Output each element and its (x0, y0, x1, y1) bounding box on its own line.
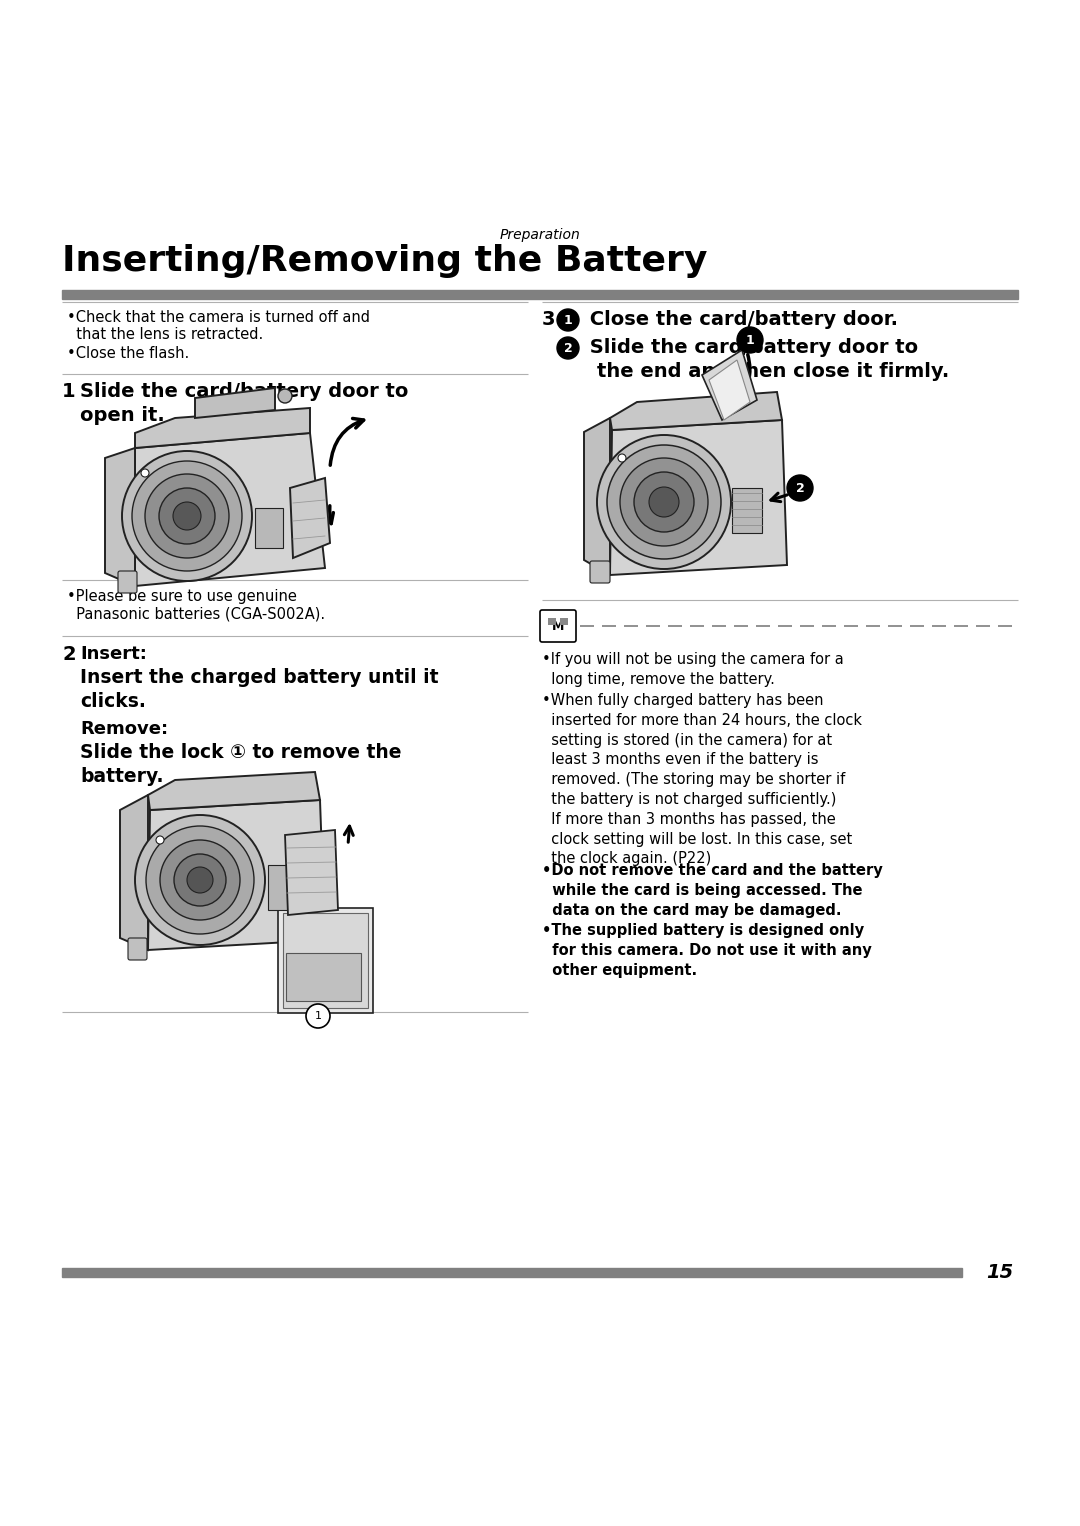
Text: Slide the card/battery door to: Slide the card/battery door to (583, 337, 918, 357)
Circle shape (141, 468, 149, 478)
Text: •Do not remove the card and the battery
  while the card is being accessed. The
: •Do not remove the card and the battery … (542, 864, 882, 919)
Polygon shape (610, 392, 782, 430)
Bar (283, 913, 368, 1009)
Text: the end and then close it firmly.: the end and then close it firmly. (597, 362, 949, 382)
FancyBboxPatch shape (118, 571, 137, 594)
Circle shape (174, 855, 226, 906)
FancyBboxPatch shape (540, 610, 576, 642)
Text: •Please be sure to use genuine
  Panasonic batteries (CGA-S002A).: •Please be sure to use genuine Panasonic… (67, 589, 325, 621)
Text: •Close the flash.: •Close the flash. (67, 346, 189, 362)
Circle shape (597, 435, 731, 569)
Polygon shape (105, 449, 135, 586)
Bar (286, 954, 361, 1001)
Polygon shape (135, 407, 310, 449)
Text: Insert:: Insert: (80, 645, 147, 662)
Text: Preparation: Preparation (500, 227, 580, 243)
Circle shape (634, 472, 694, 533)
Text: open it.: open it. (80, 406, 165, 426)
Text: 3: 3 (542, 310, 555, 330)
Polygon shape (610, 420, 787, 575)
Circle shape (145, 475, 229, 559)
Text: Slide the card/battery door to: Slide the card/battery door to (80, 382, 408, 401)
Polygon shape (285, 830, 338, 916)
Circle shape (135, 815, 265, 945)
Polygon shape (135, 433, 325, 586)
Circle shape (159, 488, 215, 543)
Circle shape (132, 461, 242, 571)
Circle shape (187, 867, 213, 893)
Polygon shape (291, 478, 330, 559)
Circle shape (787, 475, 813, 501)
Text: 2: 2 (564, 342, 572, 354)
Text: clicks.: clicks. (80, 691, 146, 711)
Circle shape (737, 327, 762, 353)
Polygon shape (708, 360, 750, 420)
Bar (548, 618, 556, 626)
Circle shape (160, 839, 240, 920)
Polygon shape (148, 800, 325, 951)
Text: •When fully charged battery has been
  inserted for more than 24 hours, the cloc: •When fully charged battery has been ins… (542, 693, 862, 867)
Text: 1: 1 (314, 1012, 322, 1021)
Text: M: M (552, 620, 564, 632)
Bar (255, 508, 283, 548)
Bar (62, 290, 1018, 299)
Circle shape (173, 502, 201, 530)
Circle shape (122, 452, 252, 581)
Text: Remove:: Remove: (80, 720, 168, 739)
Circle shape (156, 836, 164, 844)
Text: 2: 2 (62, 645, 76, 664)
Text: •The supplied battery is designed only
  for this camera. Do not use it with any: •The supplied battery is designed only f… (542, 923, 872, 978)
FancyBboxPatch shape (129, 938, 147, 960)
Circle shape (607, 446, 721, 559)
Polygon shape (120, 795, 148, 951)
Text: Close the card/battery door.: Close the card/battery door. (583, 310, 897, 330)
Polygon shape (195, 388, 275, 418)
Polygon shape (584, 418, 610, 575)
Text: 1: 1 (62, 382, 76, 401)
Text: •If you will not be using the camera for a
  long time, remove the battery.: •If you will not be using the camera for… (542, 652, 843, 687)
Bar (732, 488, 762, 533)
Bar (278, 908, 373, 1013)
Bar (561, 618, 568, 626)
Circle shape (557, 337, 579, 359)
Text: •Check that the camera is turned off and
  that the lens is retracted.: •Check that the camera is turned off and… (67, 310, 370, 342)
Text: Slide the lock ① to remove the: Slide the lock ① to remove the (80, 743, 402, 761)
Text: 15: 15 (986, 1262, 1013, 1282)
Polygon shape (148, 772, 320, 810)
Text: 2: 2 (796, 482, 805, 494)
Polygon shape (702, 349, 757, 420)
Circle shape (278, 389, 292, 403)
Text: Insert the charged battery until it: Insert the charged battery until it (80, 668, 438, 687)
Text: 1: 1 (564, 313, 572, 327)
Bar (268, 865, 298, 909)
Circle shape (557, 308, 579, 331)
Text: 1: 1 (745, 334, 754, 346)
Circle shape (618, 455, 626, 462)
Circle shape (649, 487, 679, 517)
Text: battery.: battery. (80, 768, 163, 786)
FancyBboxPatch shape (590, 562, 610, 583)
Circle shape (306, 1004, 330, 1029)
Circle shape (620, 458, 708, 546)
Text: Inserting/Removing the Battery: Inserting/Removing the Battery (62, 244, 707, 278)
Bar (62, 1268, 962, 1277)
Circle shape (146, 826, 254, 934)
